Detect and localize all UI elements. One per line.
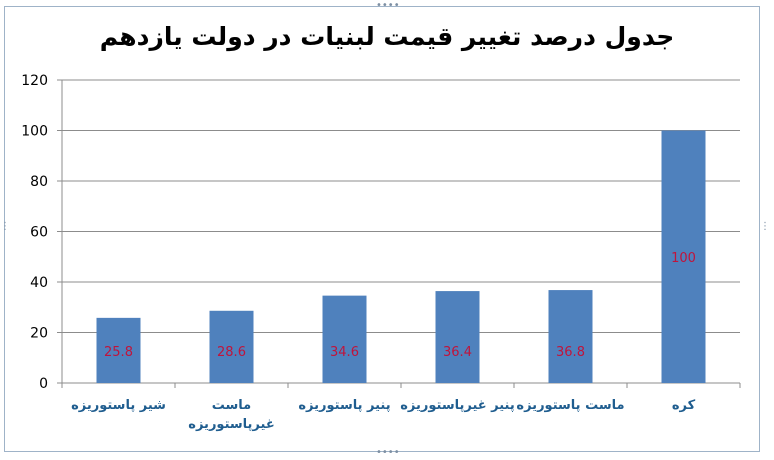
- category-label: شیر پاستوریزه: [71, 398, 166, 413]
- data-label: 25.8: [104, 345, 133, 360]
- resize-handle-bottom[interactable]: ••••: [376, 447, 400, 458]
- y-tick-label: 40: [30, 275, 48, 291]
- resize-handle-left[interactable]: ⋮: [0, 221, 10, 232]
- bar: [96, 317, 141, 383]
- chart-title: جدول درصد تغییر قیمت لبنیات در دولت یازد…: [99, 22, 675, 51]
- data-label: 28.6: [217, 345, 246, 360]
- y-tick-label: 100: [21, 124, 48, 140]
- category-label: کره: [672, 398, 696, 413]
- y-tick-label: 0: [39, 376, 48, 392]
- category-label: پنیر غیرپاستوریزه: [400, 398, 515, 413]
- resize-handle-right[interactable]: ⋮: [760, 221, 770, 232]
- bar: [435, 291, 480, 383]
- category-label: ماست: [212, 398, 251, 413]
- y-tick-label: 80: [30, 174, 48, 190]
- category-label: ماست پاستوریزه: [516, 398, 624, 413]
- y-tick-label: 20: [30, 326, 48, 342]
- y-tick-label: 60: [30, 225, 48, 241]
- bar: [661, 130, 706, 383]
- category-label: پنیر پاستوریزه: [298, 398, 390, 413]
- category-label: غیرپاستوریزه: [188, 417, 274, 432]
- data-label: 36.8: [556, 345, 585, 360]
- bar: [209, 310, 254, 383]
- bar: [322, 295, 367, 383]
- data-label: 34.6: [330, 345, 359, 360]
- data-label: 100: [671, 251, 696, 266]
- data-label: 36.4: [443, 345, 472, 360]
- bar: [548, 290, 593, 383]
- y-tick-label: 120: [21, 73, 48, 89]
- resize-handle-top[interactable]: ••••: [376, 0, 400, 11]
